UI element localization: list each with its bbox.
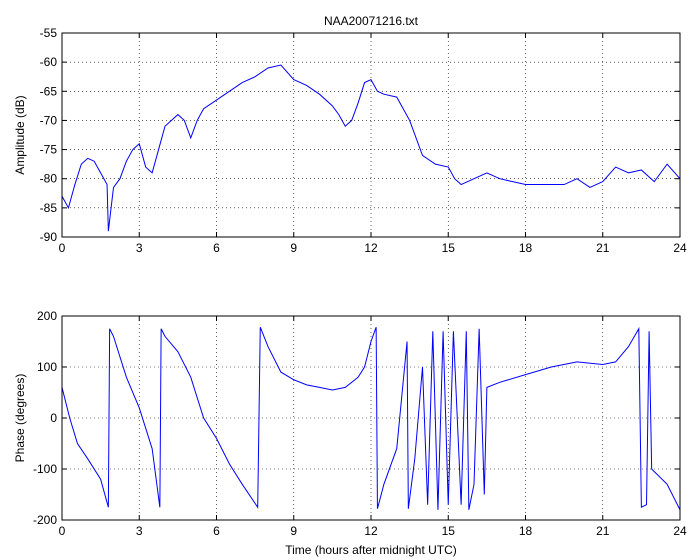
- y-axis-label: Phase (degrees): [13, 374, 27, 463]
- x-tick-label: 6: [213, 524, 220, 538]
- axes-box: [61, 315, 681, 521]
- y-tick-label: -90: [40, 230, 58, 244]
- y-tick-label: -200: [33, 513, 57, 527]
- y-tick-label: 0: [50, 411, 57, 425]
- x-tick-label: 18: [519, 524, 533, 538]
- x-tick-label: 12: [364, 241, 378, 255]
- y-tick-label: -100: [33, 462, 57, 476]
- x-tick-label: 15: [442, 524, 456, 538]
- y-tick-label: 200: [37, 309, 57, 323]
- x-tick-label: 24: [673, 241, 687, 255]
- data-line: [61, 326, 681, 511]
- x-tick-label: 6: [213, 241, 220, 255]
- x-tick-label: 3: [136, 241, 143, 255]
- x-tick-label: 21: [596, 524, 610, 538]
- x-tick-label: 9: [290, 241, 297, 255]
- x-tick-label: 3: [136, 524, 143, 538]
- x-tick-label: 0: [59, 524, 66, 538]
- plot-area: [62, 33, 680, 237]
- y-tick-label: -80: [40, 172, 58, 186]
- x-tick-label: 9: [290, 524, 297, 538]
- axes-box: [61, 32, 681, 238]
- x-tick-label: 18: [519, 241, 533, 255]
- y-tick-label: -85: [40, 201, 58, 215]
- y-axis-label: Amplitude (dB): [13, 95, 27, 174]
- y-tick-label: -75: [40, 143, 58, 157]
- y-tick-label: -60: [40, 55, 58, 69]
- x-tick-label: 21: [596, 241, 610, 255]
- chart-title: NAA20071216.txt: [324, 14, 419, 28]
- y-tick-label: 100: [37, 360, 57, 374]
- y-tick-label: -55: [40, 26, 58, 40]
- x-tick-label: 15: [442, 241, 456, 255]
- y-tick-label: -70: [40, 113, 58, 127]
- x-tick-label: 24: [673, 524, 687, 538]
- x-tick-label: 0: [59, 241, 66, 255]
- y-tick-label: -65: [40, 84, 58, 98]
- x-axis-label: Time (hours after midnight UTC): [285, 543, 457, 557]
- data-line: [61, 64, 681, 232]
- x-tick-label: 12: [364, 524, 378, 538]
